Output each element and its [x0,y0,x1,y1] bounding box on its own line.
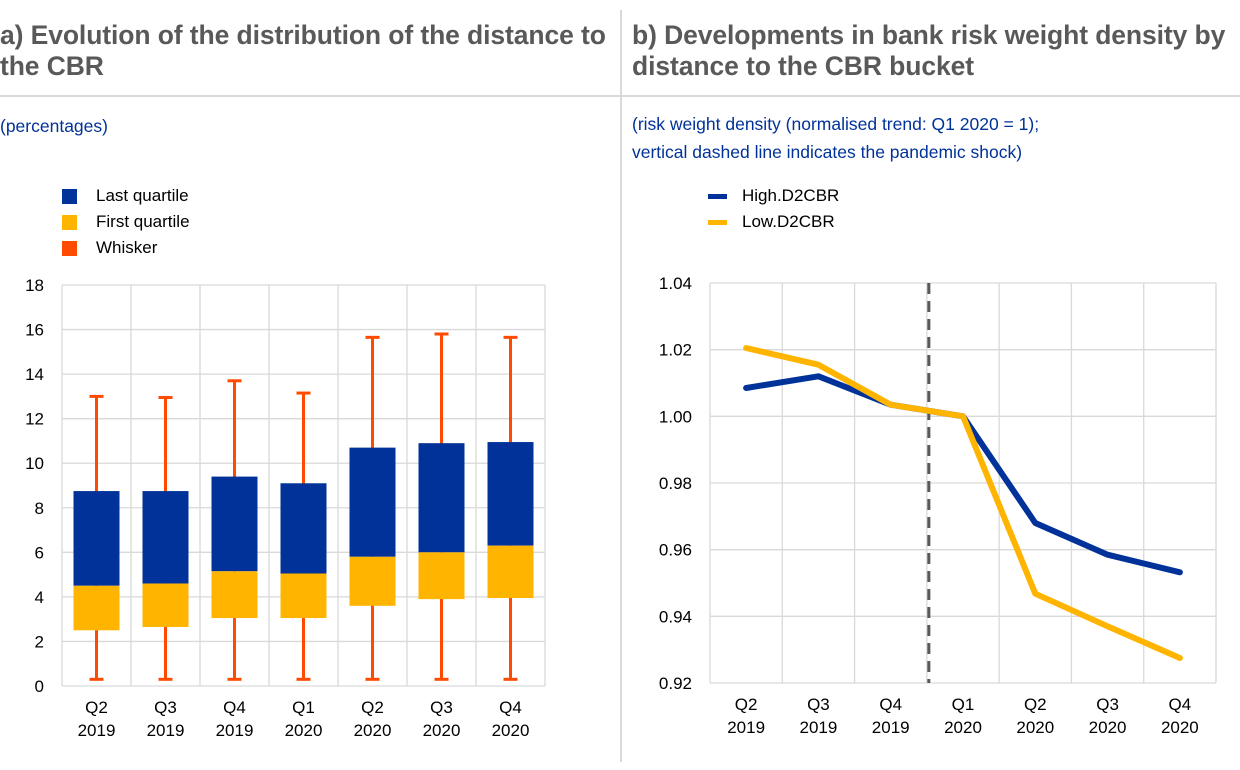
legend-label: Low.D2CBR [742,212,835,231]
panel-divider [620,10,622,762]
x-tick-label-year: 2019 [872,718,910,737]
x-tick-label-year: 2019 [800,718,838,737]
x-tick-label-year: 2019 [727,718,765,737]
whisker-swatch [62,240,77,256]
x-tick-label-year: 2019 [216,721,254,740]
last-quartile-box [418,443,465,553]
y-tick-label: 12 [25,410,44,429]
x-tick-label-quarter: Q2 [361,698,384,717]
first-quartile-box [73,585,120,631]
x-tick-label-year: 2020 [354,721,392,740]
legend-item-low-d2cbr: Low.D2CBR [708,209,839,235]
y-tick-label: 1.02 [659,341,692,360]
y-tick-label: 1.04 [659,274,692,293]
legend-item-high-d2cbr: High.D2CBR [708,183,839,209]
x-tick-label-quarter: Q3 [154,698,177,717]
y-tick-label: 1.00 [659,407,692,426]
y-tick-label: 0.92 [659,674,692,693]
y-tick-label: 18 [25,276,44,295]
x-tick-label-quarter: Q1 [952,695,975,714]
x-tick-label-year: 2020 [944,718,982,737]
panel-b-subtitle-line1: (risk weight density (normalised trend: … [632,114,1040,134]
boxplot-chart: 0 2 4 6 8 10 12 14 16 18 Q2 2019 Q3 2019 Q4 2019 Q1 2020 Q… [25,276,546,740]
y-tick-label: 0.96 [659,541,692,560]
x-tick-label-quarter: Q4 [499,698,522,717]
y-tick-label: 16 [25,321,44,340]
first-quartile-box [487,545,534,599]
x-tick-label-quarter: Q3 [430,698,453,717]
panel-a-subtitle: (percentages) [0,116,108,136]
x-tick-label-year: 2020 [423,721,461,740]
x-tick-label-quarter: Q2 [85,698,108,717]
last-quartile-box [280,483,327,574]
y-tick-label: 14 [25,365,44,384]
last-quartile-box [211,476,258,572]
panel-a-title-rule [0,95,620,97]
last-quartile-box [73,491,120,586]
first-quartile-box [418,552,465,600]
x-tick-label-quarter: Q4 [223,698,246,717]
x-tick-label-quarter: Q2 [735,695,758,714]
legend-label: Whisker [96,238,158,257]
low-d2cbr-swatch [708,219,727,225]
x-tick-label-year: 2020 [1161,718,1199,737]
first-quartile-box [280,573,327,619]
x-tick-label-quarter: Q3 [1096,695,1119,714]
legend-label: Last quartile [96,186,189,205]
panel-b-title: b) Developments in bank risk weight dens… [632,20,1226,81]
y-tick-label: 0.94 [659,607,692,626]
x-tick-label-quarter: Q1 [292,698,315,717]
panel-b-legend: High.D2CBR Low.D2CBR [708,183,839,235]
panel-a-title: a) Evolution of the distribution of the … [0,20,606,81]
y-tick-label: 2 [35,632,44,651]
x-tick-label-year: 2019 [147,721,185,740]
legend-item-whisker: Whisker [62,235,190,261]
y-tick-label: 6 [35,543,44,562]
y-tick-label: 0 [35,677,44,696]
panel-a-legend: Last quartile First quartile Whisker [62,183,190,261]
x-tick-label-year: 2020 [1016,718,1054,737]
last-quartile-box [487,442,534,546]
x-tick-label-year: 2020 [285,721,323,740]
legend-item-first-quartile: First quartile [62,209,190,235]
panel-b-title-rule [622,95,1240,97]
x-tick-label-quarter: Q2 [1024,695,1047,714]
high-d2cbr-swatch [708,193,727,199]
x-tick-label-quarter: Q4 [1169,695,1192,714]
low-d2cbr-line [743,345,1183,661]
panel-b-subtitle: (risk weight density (normalised trend: … [632,110,1039,166]
x-tick-label-quarter: Q3 [807,695,830,714]
panel-b-subtitle-line2: vertical dashed line indicates the pande… [632,142,1023,162]
x-tick-label-year: 2019 [78,721,116,740]
first-quartile-box [211,571,258,619]
y-tick-label: 4 [35,588,44,607]
y-tick-label: 0.98 [659,474,692,493]
y-tick-label: 10 [25,454,44,473]
first-quartile-box [142,583,189,627]
last-quartile-box [142,491,189,584]
y-tick-label: 8 [35,499,44,518]
high-d2cbr-line [743,373,1183,576]
first-quartile-swatch [62,214,77,230]
last-quartile-swatch [62,188,77,204]
x-tick-label-year: 2020 [492,721,530,740]
legend-label: High.D2CBR [742,186,840,205]
first-quartile-box [349,556,396,606]
legend-item-last-quartile: Last quartile [62,183,190,209]
x-tick-label-year: 2020 [1089,718,1127,737]
last-quartile-box [349,447,396,557]
x-tick-label-quarter: Q4 [879,695,902,714]
legend-label: First quartile [96,212,190,231]
